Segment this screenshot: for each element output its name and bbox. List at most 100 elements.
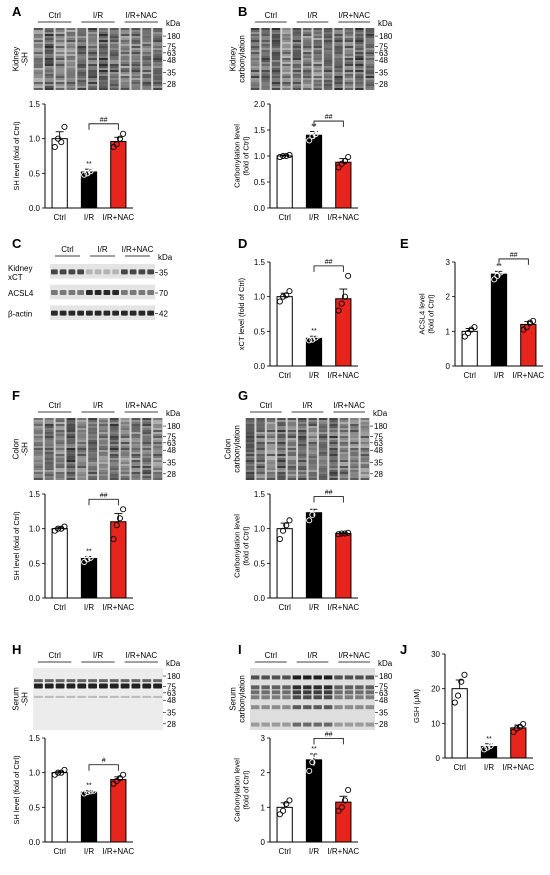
panel-I-point — [286, 797, 293, 804]
panel-I-point — [312, 752, 319, 759]
panel-B-blot-label: carbonylation — [238, 35, 247, 83]
panel-F-ylabel: SH level (fold of Ctrl) — [12, 511, 21, 581]
panel-A-blot-label: Kidney — [12, 47, 21, 71]
panel-G-sig-bracket — [313, 496, 344, 503]
panel-A-point — [58, 139, 65, 146]
panel-J-ytick: 30 — [431, 650, 440, 659]
panel-F-blot-label: -SH — [21, 442, 30, 456]
panel-G-ytick: 0.5 — [254, 559, 266, 568]
panel-I-ytick: 1 — [261, 803, 266, 812]
panel-D-point — [306, 337, 313, 344]
panel-H-point — [51, 771, 58, 778]
panel-H-xlabel-1: I/R — [84, 847, 94, 856]
panel-F-bar-2 — [110, 521, 127, 599]
panel-F-ytick: 1.5 — [29, 490, 41, 499]
panel-F-kda-28: 28 — [167, 470, 176, 479]
panel-I-point — [335, 807, 342, 814]
panel-I-xlabel-0: Ctrl — [278, 847, 291, 856]
panel-B-point — [276, 153, 283, 161]
panel-A-point — [90, 164, 97, 171]
panel-B-sig-mark: ## — [325, 114, 333, 121]
panel-H-group-label-1: I/R — [93, 651, 103, 660]
panel-B-kda-180: 180 — [379, 32, 393, 41]
panel-B-label: B — [238, 4, 247, 19]
panel-B-blot-image — [250, 28, 375, 90]
panel-J-point — [513, 725, 520, 732]
panel-I-point — [345, 786, 352, 794]
panel-I-point — [315, 745, 322, 752]
panel-B-ylabel: (fold of Ctrl) — [242, 136, 251, 176]
panel-C-blot-row-1 — [50, 284, 155, 300]
panel-J-xlabel-1: I/R — [484, 763, 494, 772]
panel-J-label: J — [400, 642, 407, 657]
panel-J-xlabel-0: Ctrl — [453, 763, 466, 772]
panel-H-point — [90, 787, 97, 794]
panel-B-kda-28: 28 — [379, 80, 388, 89]
panel-F-point — [61, 523, 68, 530]
panel-C-row-kda-1: 70 — [159, 289, 168, 298]
panel-E-point — [497, 269, 504, 276]
panel-H-point — [87, 788, 94, 795]
panel-G-xlabel-0: Ctrl — [278, 603, 291, 612]
panel-A-chart: 0.0 0.5 1.0 1.5 Ctrl ** I/R I/R+NAC ## — [29, 100, 135, 222]
panel-G-chart: 0.0 0.5 1.0 1.5 Ctrl I/R I/R+NAC ## — [254, 489, 360, 612]
panel-E-ytick: 3 — [446, 258, 451, 267]
panel-A-xlabel-2: I/R+NAC — [102, 213, 134, 222]
panel-F-group-label-0: Ctrl — [48, 401, 61, 410]
panel-D-point — [280, 293, 287, 300]
panel-A-kda-180: 180 — [167, 32, 181, 41]
panel-F-point — [110, 536, 117, 543]
panel-I-kda-35: 35 — [379, 709, 388, 718]
panel-J-point — [451, 699, 458, 706]
panel-F-sig-bracket — [88, 498, 119, 506]
panel-C-group-label-0: Ctrl — [61, 245, 74, 254]
panel-G-bar-1 — [305, 512, 323, 599]
panel-B-point — [335, 164, 342, 171]
panel-I-blot-label: carbonylation — [238, 675, 247, 723]
panel-J-ytick: 10 — [431, 719, 440, 728]
panel-B-group-label-1: I/R — [307, 11, 317, 20]
panel-J-ytick: 20 — [431, 685, 440, 694]
panel-D-bar-1 — [305, 337, 323, 367]
panel-F-point — [113, 522, 120, 529]
panel-I-point — [276, 811, 283, 818]
panel-H-blot-label: -SH — [21, 692, 30, 706]
panel-B-group-label-2: I/R+NAC — [338, 11, 370, 20]
panel-F-kda-75: 75 — [167, 433, 176, 442]
panel-D-xlabel-0: Ctrl — [278, 371, 291, 380]
panel-H-kda-header: kDa — [166, 659, 181, 668]
panel-F-blot-label: Colon — [12, 439, 21, 460]
panel-F-point — [55, 525, 62, 532]
panel-I-ytick: 0 — [261, 838, 266, 847]
panel-B-point — [341, 158, 348, 165]
panel-J-point — [520, 720, 527, 728]
panel-B-kda-63: 63 — [379, 49, 388, 58]
panel-F-point — [84, 556, 91, 563]
panel-A-ylabel: SH level (fold of Ctrl) — [12, 121, 21, 191]
panel-F-ytick: 0.5 — [29, 559, 41, 568]
panel-G-blot-image — [245, 418, 370, 480]
panel-H-kda-63: 63 — [167, 689, 176, 698]
panel-E-xlabel-1: I/R — [494, 371, 504, 380]
panel-C-row-label-0: Kidney — [8, 264, 32, 273]
panel-H-bar-2 — [110, 779, 127, 843]
panel-H-xlabel-2: I/R+NAC — [102, 847, 134, 856]
panel-G-group-label-1: I/R — [302, 401, 312, 410]
panel-J-point — [455, 692, 462, 699]
panel-E-point — [471, 324, 478, 331]
panel-F-sig-mark: ## — [100, 492, 108, 499]
panel-D-ytick: 0.5 — [254, 327, 266, 336]
panel-I-kda-63: 63 — [379, 689, 388, 698]
panel-G-point — [335, 531, 342, 538]
panel-B-kda-35: 35 — [379, 69, 388, 78]
panel-I-group-label-1: I/R — [307, 651, 317, 660]
panel-F-kda-header: kDa — [166, 409, 181, 418]
panel-I-bar-1 — [305, 759, 323, 843]
panel-G-point — [286, 517, 293, 524]
panel-E-point — [494, 272, 501, 279]
panel-F-xlabel-2: I/R+NAC — [102, 603, 134, 612]
panel-H-ytick: 1.5 — [29, 734, 41, 743]
panel-A-xlabel-0: Ctrl — [53, 213, 66, 222]
panel-B-group-label-0: Ctrl — [265, 11, 278, 20]
